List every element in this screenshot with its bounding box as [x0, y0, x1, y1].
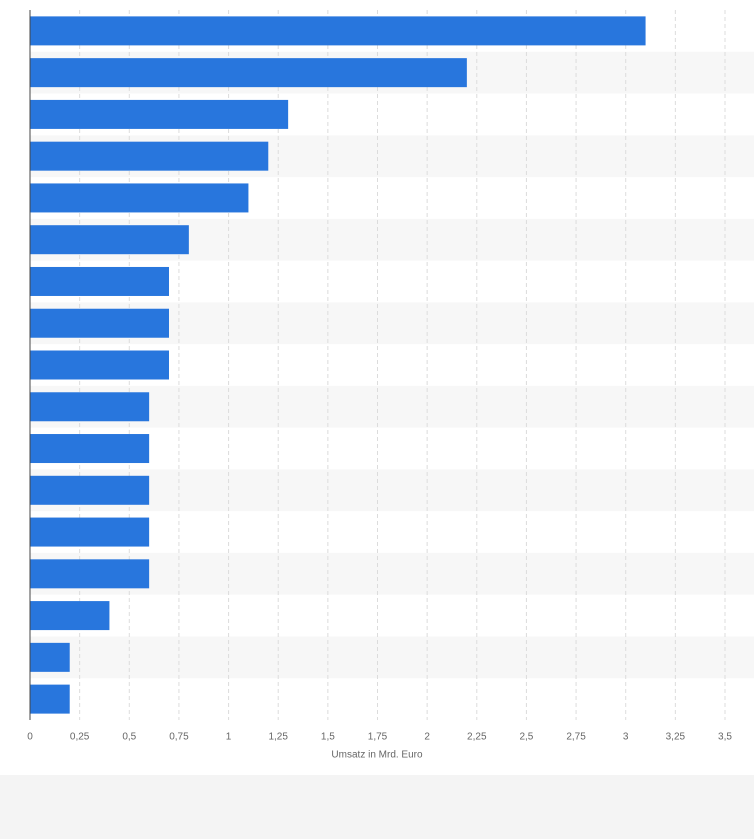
x-tick-label: 1 [226, 732, 232, 743]
bar [30, 183, 249, 213]
x-tick-label: 0,25 [70, 732, 90, 743]
bar [30, 308, 169, 338]
row-stripe [30, 469, 754, 512]
x-tick-label: 1,25 [268, 732, 288, 743]
bar [30, 225, 189, 255]
x-tick-label: 0,75 [169, 732, 189, 743]
x-tick-label: 2,25 [467, 732, 487, 743]
x-tick-label: 1,75 [368, 732, 388, 743]
bar [30, 99, 289, 129]
bar [30, 601, 110, 631]
bar [30, 642, 70, 672]
x-axis-label: Umsatz in Mrd. Euro [331, 750, 423, 761]
x-tick-label: 2,75 [566, 732, 586, 743]
bar [30, 559, 150, 589]
bar [30, 434, 150, 464]
x-tick-label: 3,25 [666, 732, 686, 743]
bar [30, 684, 70, 714]
x-tick-label: 3 [623, 732, 629, 743]
x-tick-label: 2 [424, 732, 430, 743]
bar [30, 475, 150, 505]
bar [30, 266, 169, 296]
x-tick-label: 3,5 [718, 732, 732, 743]
bar [30, 16, 646, 46]
bar [30, 350, 169, 380]
bar [30, 141, 269, 171]
row-stripe [30, 636, 754, 679]
bar [30, 58, 467, 88]
bar [30, 517, 150, 547]
bar [30, 392, 150, 422]
x-tick-label: 1,5 [321, 732, 335, 743]
row-stripe [30, 552, 754, 595]
x-tick-label: 2,5 [519, 732, 533, 743]
x-tick-label: 0,5 [122, 732, 136, 743]
row-stripe [30, 385, 754, 428]
x-tick-label: 0 [27, 732, 33, 743]
